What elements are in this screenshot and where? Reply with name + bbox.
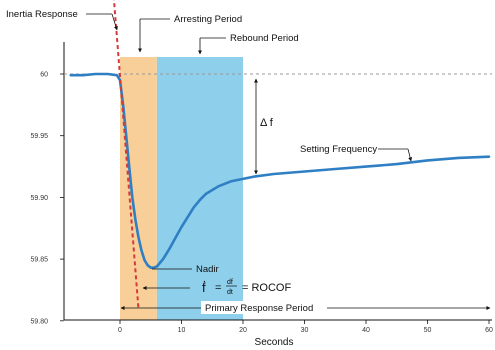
- y-tick-labels: 59.80 59.85 59.90 59.95 60: [30, 72, 64, 325]
- y-tick-label: 60: [40, 72, 48, 79]
- region-arresting: [120, 57, 157, 320]
- delta-f-label: Δ f: [260, 117, 274, 129]
- region-rebound: [156, 57, 243, 320]
- x-tick-labels: 0 10 20 30 40 50 60: [118, 320, 493, 334]
- x-tick-label: 30: [301, 327, 309, 334]
- y-tick-label: 59.85: [30, 257, 48, 264]
- y-tick-label: 59.95: [30, 133, 48, 140]
- x-tick-label: 20: [239, 327, 247, 334]
- x-tick-label: 50: [424, 327, 432, 334]
- primary-response-label: Primary Response Period: [205, 303, 313, 314]
- rebound-period-label: Rebound Period: [230, 33, 299, 44]
- x-axis-title: Seconds: [255, 337, 294, 348]
- rocof-rhs: = ROCOF: [242, 282, 291, 294]
- rocof-equals: =: [215, 282, 221, 294]
- setting-frequency-label: Setting Frequency: [300, 144, 377, 155]
- arresting-period-label: Arresting Period: [174, 14, 242, 25]
- x-tick-label: 0: [118, 327, 122, 334]
- y-tick-label: 59.80: [30, 318, 48, 325]
- x-tick-label: 10: [178, 327, 186, 334]
- frequency-series-line: [69, 72, 491, 269]
- x-tick-label: 60: [485, 327, 493, 334]
- rocof-fdot: ḟ: [202, 280, 206, 295]
- inertia-response-pointer: [111, 13, 118, 31]
- rocof-denominator: dt: [227, 289, 233, 296]
- inertia-response-label: Inertia Response: [6, 9, 78, 20]
- y-tick-label: 59.90: [30, 195, 48, 202]
- x-tick-label: 40: [362, 327, 370, 334]
- primary-response-label-bg: [201, 301, 327, 314]
- rocof-numerator: df: [227, 279, 233, 286]
- shaded-regions: [120, 57, 243, 320]
- setting-frequency-pointer: [407, 148, 413, 162]
- nadir-label: Nadir: [196, 264, 219, 275]
